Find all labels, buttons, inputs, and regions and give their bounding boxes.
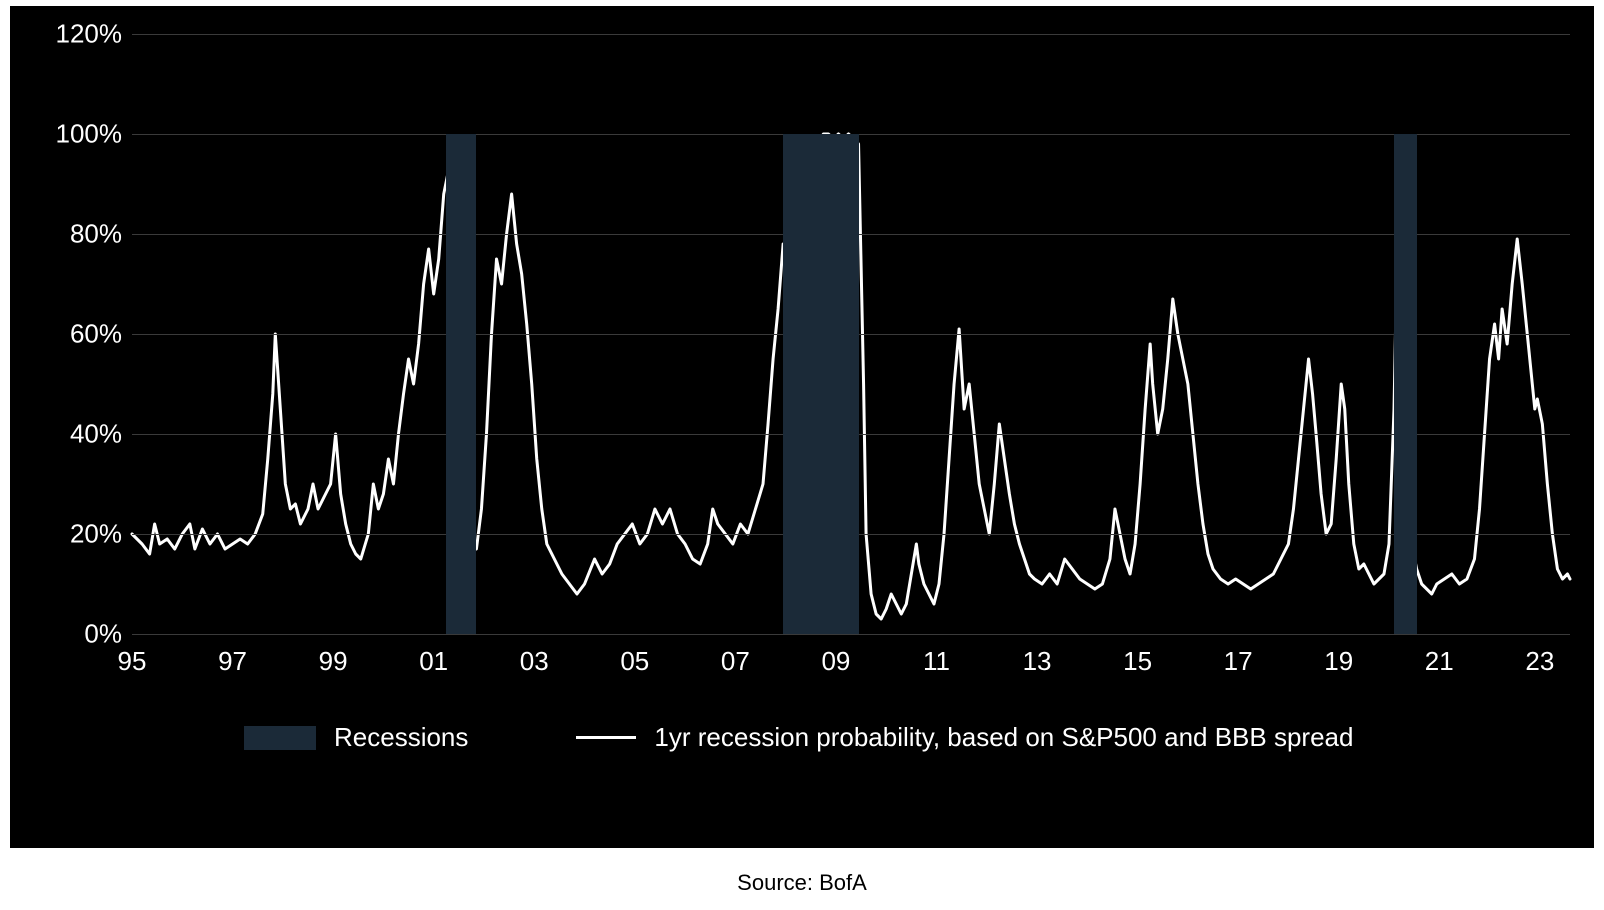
y-axis-tick-label: 120%: [56, 19, 133, 50]
source-attribution: Source: BofA: [737, 870, 867, 896]
x-axis-tick-label: 95: [118, 634, 147, 677]
legend-label: Recessions: [334, 722, 468, 753]
legend-item: 1yr recession probability, based on S&P5…: [576, 722, 1353, 753]
x-axis-tick-label: 11: [923, 634, 950, 677]
y-axis-tick-label: 100%: [56, 119, 133, 150]
x-axis-tick-label: 07: [721, 634, 750, 677]
x-axis-tick-label: 97: [218, 634, 247, 677]
x-axis-tick-label: 01: [419, 634, 448, 677]
x-axis-tick-label: 15: [1123, 634, 1152, 677]
gridline: [132, 34, 1570, 35]
y-axis-tick-label: 40%: [70, 419, 132, 450]
chart-frame: 0%20%40%60%80%100%120%959799010305070911…: [10, 6, 1594, 848]
legend-label: 1yr recession probability, based on S&P5…: [654, 722, 1353, 753]
chart-background: 0%20%40%60%80%100%120%959799010305070911…: [12, 8, 1592, 846]
chart-legend: Recessions 1yr recession probability, bas…: [244, 722, 1353, 753]
x-axis-tick-label: 17: [1224, 634, 1253, 677]
y-axis-tick-label: 80%: [70, 219, 132, 250]
recession-band: [1394, 134, 1417, 634]
y-axis-tick-label: 60%: [70, 319, 132, 350]
plot-area: 0%20%40%60%80%100%120%959799010305070911…: [132, 34, 1570, 634]
x-axis-tick-label: 99: [319, 634, 348, 677]
y-axis-tick-label: 20%: [70, 519, 132, 550]
recession-band: [446, 134, 476, 634]
legend-item: Recessions: [244, 722, 468, 753]
x-axis-tick-label: 05: [620, 634, 649, 677]
x-axis-tick-label: 19: [1324, 634, 1353, 677]
gridline: [132, 634, 1570, 635]
legend-swatch-recession: [244, 726, 316, 750]
x-axis-tick-label: 21: [1425, 634, 1454, 677]
x-axis-tick-label: 09: [821, 634, 850, 677]
x-axis-tick-label: 03: [520, 634, 549, 677]
recession-band: [783, 134, 858, 634]
x-axis-tick-label: 13: [1023, 634, 1052, 677]
x-axis-tick-label: 23: [1525, 634, 1554, 677]
legend-line-sample: [576, 736, 636, 739]
